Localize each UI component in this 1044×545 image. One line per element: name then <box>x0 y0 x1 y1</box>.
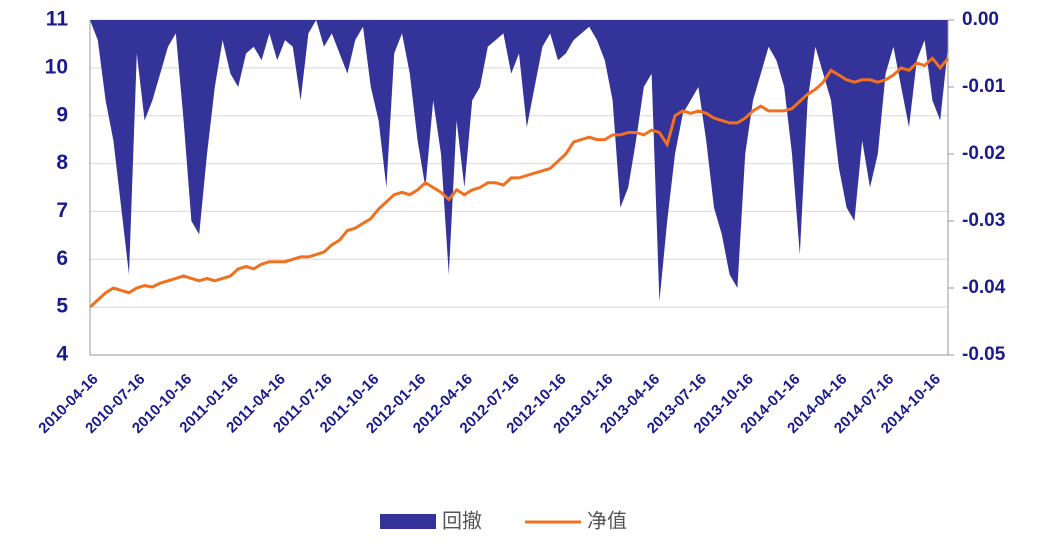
y-tick-label: 5 <box>56 295 68 318</box>
drawdown-area <box>90 20 948 302</box>
y-tick-label: 9 <box>56 103 68 126</box>
y2-tick-label: 0.00 <box>962 9 999 30</box>
y2-tick-label: -0.04 <box>962 277 1006 298</box>
legend-swatch <box>380 514 436 529</box>
nav-line <box>88 56 950 309</box>
y-tick-label: 6 <box>56 247 68 270</box>
y2-tick-label: -0.03 <box>962 210 1005 231</box>
y-tick-label: 11 <box>46 8 69 31</box>
legend-label: 净值 <box>587 509 627 532</box>
y2-tick-label: -0.01 <box>962 76 1006 97</box>
y-tick-label: 8 <box>56 151 68 174</box>
y2-tick-label: -0.05 <box>962 344 1006 365</box>
legend-label: 回撤 <box>442 509 482 532</box>
y-tick-label: 7 <box>56 199 68 222</box>
y-tick-label: 10 <box>45 55 68 78</box>
y2-tick-label: -0.02 <box>962 143 1005 164</box>
y-tick-label: 4 <box>56 343 68 366</box>
